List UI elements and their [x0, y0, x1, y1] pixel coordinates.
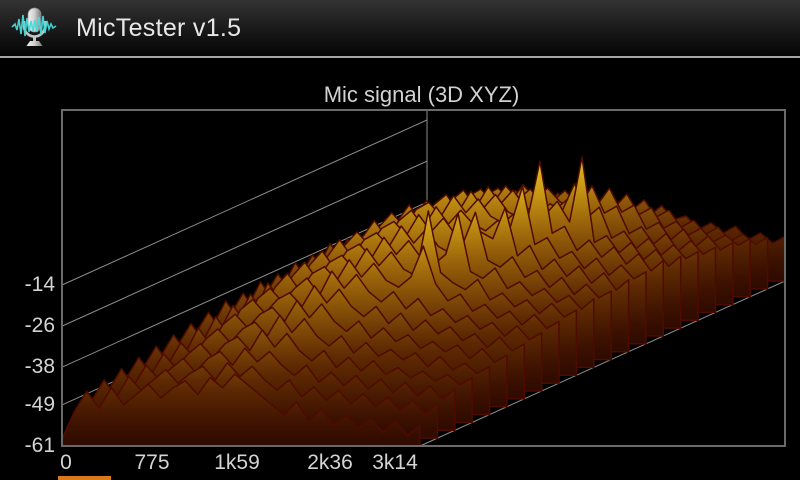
- x-tick-label: 0: [60, 451, 72, 474]
- x-tick-label: 1k59: [214, 451, 260, 474]
- x-tick-label: 3k14: [372, 451, 418, 474]
- y-tick-label: -38: [24, 355, 55, 379]
- microphone-waveform-icon: [10, 4, 58, 52]
- bottom-scroll-indicator[interactable]: [58, 476, 111, 480]
- app-title: MicTester v1.5: [76, 13, 242, 42]
- y-tick-label: -49: [24, 392, 55, 416]
- chart-title: Mic signal (3D XYZ): [323, 82, 520, 107]
- x-tick-label: 2k36: [307, 451, 353, 474]
- y-tick-label: -26: [24, 314, 55, 338]
- app-title-bar: MicTester v1.5: [0, 0, 800, 58]
- y-tick-label: -14: [24, 273, 55, 296]
- x-tick-label: 775: [134, 451, 170, 474]
- y-tick-label: -61: [24, 434, 55, 457]
